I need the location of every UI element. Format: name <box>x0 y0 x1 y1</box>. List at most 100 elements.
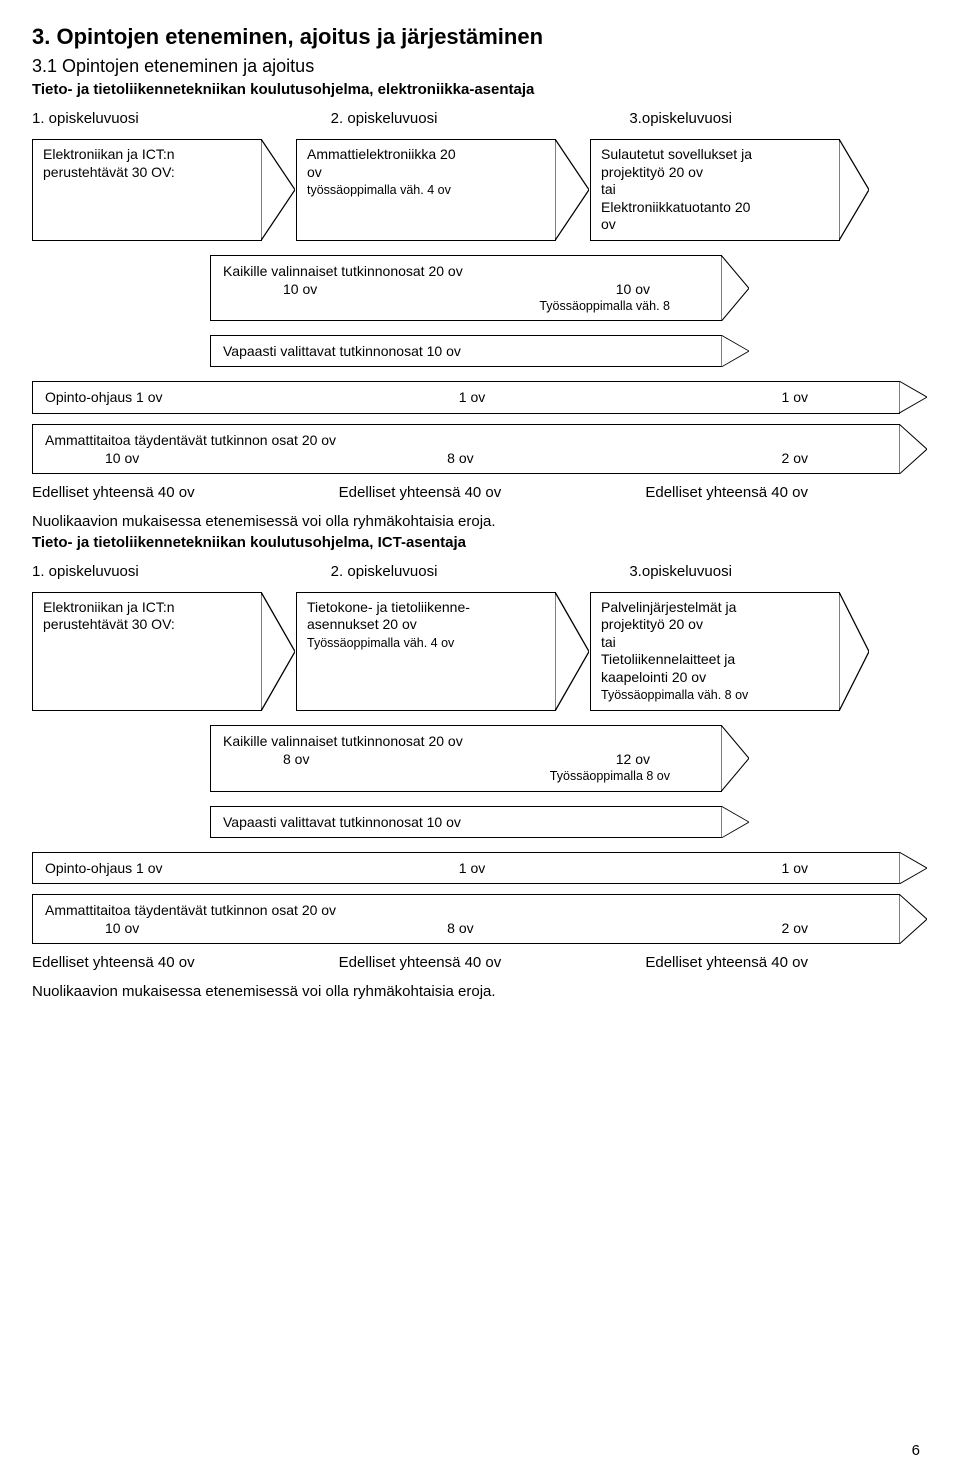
arrow-head-icon <box>840 139 870 241</box>
t1c3-l5: ov <box>601 216 616 232</box>
competence-arrow-2: Ammattitaitoa täydentävät tutkinnon osat… <box>32 894 928 944</box>
total-2c: Edelliset yhteensä 40 ov <box>645 954 928 971</box>
t2c2-l3: Työssäoppimalla väh. 4 ov <box>307 636 454 650</box>
t1c1-l1: Elektroniikan ja ICT:n <box>43 146 175 162</box>
free2-body: Vapaasti valittavat tutkinnonosat 10 ov <box>210 806 722 838</box>
opt2-l1: Kaikille valinnaiset tutkinnonosat 20 ov <box>223 732 710 750</box>
t1c2-l2: ov <box>307 164 322 180</box>
opt1-l1: Kaikille valinnaiset tutkinnonosat 20 ov <box>223 262 710 280</box>
comp2-title: Ammattitaitoa täydentävät tutkinnon osat… <box>45 901 888 919</box>
opt2-b: 12 ov <box>616 750 710 768</box>
guidance-1c: 1 ov <box>782 388 888 406</box>
guidance-2a: Opinto-ohjaus 1 ov <box>45 859 163 877</box>
guidance-2c: 1 ov <box>782 859 888 877</box>
arrow-head-icon <box>556 139 590 241</box>
competence-arrow-1: Ammattitaitoa täydentävät tutkinnon osat… <box>32 424 928 474</box>
optional-block-2: Kaikille valinnaiset tutkinnonosat 20 ov… <box>210 725 750 792</box>
t1c2-l3: työssäoppimalla väh. 4 ov <box>307 183 451 197</box>
freechoice-block-2: Vapaasti valittavat tutkinnonosat 10 ov <box>210 806 750 838</box>
totals-row-1: Edelliset yhteensä 40 ov Edelliset yhtee… <box>32 484 928 501</box>
total-2a: Edelliset yhteensä 40 ov <box>32 954 315 971</box>
free2-text: Vapaasti valittavat tutkinnonosat 10 ov <box>223 814 461 830</box>
guidance-1a: Opinto-ohjaus 1 ov <box>45 388 163 406</box>
arrow-head-icon <box>900 894 928 944</box>
arrow-head-icon <box>722 725 750 792</box>
final-note: Nuolikaavion mukaisessa etenemisessä voi… <box>32 983 928 1000</box>
page-number: 6 <box>912 1442 920 1459</box>
train1-cell1: Elektroniikan ja ICT:n perustehtävät 30 … <box>32 139 262 241</box>
flow-train-1: Elektroniikan ja ICT:n perustehtävät 30 … <box>32 139 928 241</box>
arrow-head-icon <box>722 255 750 322</box>
opt2-sub: Työssäoppimalla 8 ov <box>223 768 710 784</box>
t2c3-l4: Tietoliikennelaitteet ja <box>601 651 735 667</box>
optional-block-1: Kaikille valinnaiset tutkinnonosat 20 ov… <box>210 255 750 322</box>
total-2b: Edelliset yhteensä 40 ov <box>339 954 622 971</box>
totals-row-2: Edelliset yhteensä 40 ov Edelliset yhtee… <box>32 954 928 971</box>
arrow-head-icon <box>722 806 750 838</box>
t1c3-l2: projektityö 20 ov <box>601 164 703 180</box>
flow-train-2: Elektroniikan ja ICT:n perustehtävät 30 … <box>32 592 928 711</box>
arrow-head-icon <box>900 381 928 413</box>
program-1-heading: Tieto- ja tietoliikennetekniikan koulutu… <box>32 81 928 98</box>
comp1-a: 10 ov <box>45 449 139 467</box>
total-1c: Edelliset yhteensä 40 ov <box>645 484 928 501</box>
train2-cell2: Tietokone- ja tietoliikenne- asennukset … <box>296 592 556 711</box>
guidance-arrow-1: Opinto-ohjaus 1 ov 1 ov 1 ov <box>32 381 928 413</box>
program-2-heading: Tieto- ja tietoliikennetekniikan koulutu… <box>32 534 928 551</box>
train1-cell2: Ammattielektroniikka 20 ov työssäoppimal… <box>296 139 556 241</box>
arrow-head-icon <box>722 335 750 367</box>
year-row-2: 1. opiskeluvuosi 2. opiskeluvuosi 3.opis… <box>32 563 928 580</box>
total-1b: Edelliset yhteensä 40 ov <box>339 484 622 501</box>
arrow-head-icon <box>900 424 928 474</box>
comp1-title: Ammattitaitoa täydentävät tutkinnon osat… <box>45 431 888 449</box>
t1c2-l1: Ammattielektroniikka 20 <box>307 146 456 162</box>
note-line-1: Nuolikaavion mukaisessa etenemisessä voi… <box>32 513 928 530</box>
optional-2-body: Kaikille valinnaiset tutkinnonosat 20 ov… <box>210 725 722 792</box>
section-title: 3. Opintojen eteneminen, ajoitus ja järj… <box>32 24 928 50</box>
arrow-head-icon <box>840 592 870 711</box>
comp1-b: 8 ov <box>447 449 473 467</box>
t1c3-l1: Sulautetut sovellukset ja <box>601 146 752 162</box>
t2c1-l1: Elektroniikan ja ICT:n <box>43 599 175 615</box>
arrow-head-icon <box>900 852 928 884</box>
t2c3-l6: Työssäoppimalla väh. 8 ov <box>601 688 748 702</box>
year-1: 1. opiskeluvuosi <box>32 110 331 127</box>
t1c3-l4: Elektroniikkatuotanto 20 <box>601 199 750 215</box>
year-1b: 1. opiskeluvuosi <box>32 563 331 580</box>
train2-cell3: Palvelinjärjestelmät ja projektityö 20 o… <box>590 592 840 711</box>
comp2-b: 8 ov <box>447 919 473 937</box>
train2-cell1: Elektroniikan ja ICT:n perustehtävät 30 … <box>32 592 262 711</box>
section-subtitle: 3.1 Opintojen eteneminen ja ajoitus <box>32 56 928 77</box>
opt1-sub: Työssäoppimalla väh. 8 <box>223 298 710 314</box>
total-1a: Edelliset yhteensä 40 ov <box>32 484 315 501</box>
t2c2-l2: asennukset 20 ov <box>307 616 417 632</box>
free1-text: Vapaasti valittavat tutkinnonosat 10 ov <box>223 343 461 359</box>
t2c2-l1: Tietokone- ja tietoliikenne- <box>307 599 470 615</box>
train1-cell3: Sulautetut sovellukset ja projektityö 20… <box>590 139 840 241</box>
t2c3-l2: projektityö 20 ov <box>601 616 703 632</box>
t2c3-l1: Palvelinjärjestelmät ja <box>601 599 736 615</box>
t2c3-l3: tai <box>601 634 616 650</box>
year-row-1: 1. opiskeluvuosi 2. opiskeluvuosi 3.opis… <box>32 110 928 127</box>
comp2-c: 2 ov <box>782 919 888 937</box>
arrow-head-icon <box>262 592 296 711</box>
year-3: 3.opiskeluvuosi <box>629 110 928 127</box>
t2c3-l5: kaapelointi 20 ov <box>601 669 706 685</box>
t1c1-l2: perustehtävät 30 OV: <box>43 164 175 180</box>
arrow-head-icon <box>262 139 296 241</box>
freechoice-block-1: Vapaasti valittavat tutkinnonosat 10 ov <box>210 335 750 367</box>
comp1-c: 2 ov <box>782 449 888 467</box>
year-2: 2. opiskeluvuosi <box>331 110 630 127</box>
year-2b: 2. opiskeluvuosi <box>331 563 630 580</box>
optional-1-body: Kaikille valinnaiset tutkinnonosat 20 ov… <box>210 255 722 322</box>
opt2-a: 8 ov <box>223 750 309 768</box>
arrow-head-icon <box>556 592 590 711</box>
opt1-10b: 10 ov <box>616 280 710 298</box>
free1-body: Vapaasti valittavat tutkinnonosat 10 ov <box>210 335 722 367</box>
guidance-2b: 1 ov <box>459 859 485 877</box>
t1c3-l3: tai <box>601 181 616 197</box>
comp2-a: 10 ov <box>45 919 139 937</box>
opt1-10a: 10 ov <box>223 280 317 298</box>
guidance-1b: 1 ov <box>459 388 485 406</box>
guidance-arrow-2: Opinto-ohjaus 1 ov 1 ov 1 ov <box>32 852 928 884</box>
